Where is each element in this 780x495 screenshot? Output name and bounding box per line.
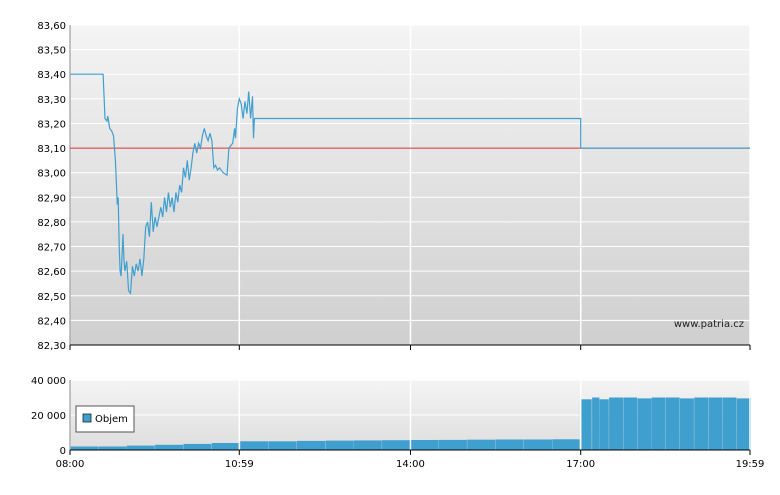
volume-y-tick-label: 20 000	[31, 411, 66, 422]
volume-bar	[637, 398, 652, 450]
x-tick-label: 17:00	[566, 459, 595, 470]
volume-bar	[495, 439, 524, 450]
volume-y-tick-label: 0	[60, 446, 66, 457]
volume-bar	[325, 440, 354, 450]
volume-bar	[297, 440, 326, 450]
price-panel: 83,60 83,50 83,40 83,30 83,20 83,10 83,00 82,90…	[37, 21, 751, 352]
volume-bar	[126, 445, 155, 450]
price-y-tick-label: 83,10	[37, 144, 66, 155]
volume-bar	[552, 439, 580, 450]
volume-bar	[736, 398, 750, 450]
price-y-tick-label: 83,40	[37, 70, 66, 81]
volume-panel: 40 000 20 000 0 08:00 10:59 14:00 17:00 19:59 Ob…	[31, 376, 764, 470]
volume-bar	[722, 397, 737, 450]
price-y-tick-label: 82,90	[37, 193, 66, 204]
volume-bar	[183, 443, 212, 450]
volume-bar	[155, 444, 184, 451]
volume-bar	[694, 397, 709, 450]
volume-bar	[524, 439, 553, 450]
legend-swatch	[82, 413, 92, 423]
price-y-tick-label: 83,20	[37, 119, 66, 130]
price-y-tick-label: 82,50	[37, 292, 66, 303]
volume-bar	[70, 446, 99, 450]
volume-bar	[651, 397, 666, 450]
watermark-text: www.patria.cz	[674, 319, 744, 330]
volume-bar	[438, 439, 467, 450]
x-tick-label: 14:00	[396, 459, 425, 470]
price-y-tick-label: 82,80	[37, 218, 66, 229]
price-y-tick-label: 83,60	[37, 21, 66, 32]
x-tick-label: 08:00	[56, 459, 85, 470]
price-y-tick-label: 82,40	[37, 316, 66, 327]
volume-bar	[665, 397, 680, 450]
x-tick-label: 10:59	[225, 459, 254, 470]
volume-bar	[268, 441, 297, 451]
volume-bar	[580, 399, 592, 451]
price-y-tick-label: 83,00	[37, 169, 66, 180]
volume-bar	[240, 441, 269, 451]
volume-bar	[382, 440, 411, 450]
price-y-tick-label: 82,60	[37, 267, 66, 278]
volume-y-tick-label: 40 000	[31, 376, 66, 387]
volume-bar	[353, 440, 382, 450]
volume-bar	[211, 443, 240, 450]
price-y-tick-label: 83,50	[37, 46, 66, 57]
volume-bar	[680, 398, 694, 450]
volume-bar	[599, 399, 609, 451]
volume-bar	[410, 440, 439, 450]
legend-label: Objem	[95, 414, 128, 425]
volume-bar	[708, 397, 723, 450]
price-y-tick-label: 83,30	[37, 95, 66, 106]
legend-box	[75, 405, 135, 433]
volume-bar	[623, 397, 638, 450]
volume-bar	[467, 439, 496, 450]
volume-bar	[609, 397, 623, 450]
price-series-line	[70, 73, 750, 295]
x-tick-label: 19:59	[736, 459, 765, 470]
volume-bar	[592, 397, 600, 450]
price-y-tick-label: 82,30	[37, 341, 66, 352]
price-y-tick-label: 82,70	[37, 243, 66, 254]
volume-bar	[98, 446, 127, 450]
volume-legend: Objem	[75, 405, 135, 433]
